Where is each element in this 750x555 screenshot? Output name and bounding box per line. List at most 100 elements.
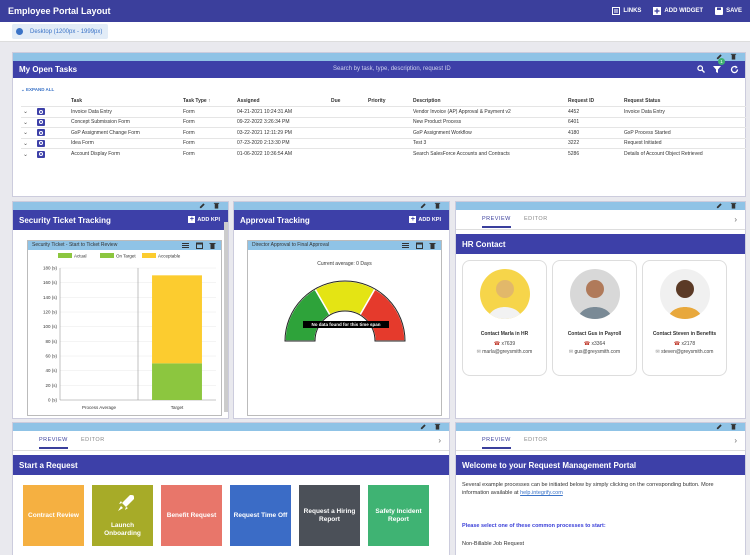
y-tick-label: 40 (s) xyxy=(45,368,57,373)
open-task-icon[interactable] xyxy=(37,108,45,116)
widget-handle[interactable] xyxy=(456,202,745,210)
widget-handle[interactable] xyxy=(13,423,449,431)
edit-icon[interactable] xyxy=(199,202,206,209)
request-tile[interactable]: Request a Hiring Report xyxy=(299,485,360,546)
add-kpi-label: ADD KPI xyxy=(197,216,220,223)
request-tile[interactable]: Launch Onboarding xyxy=(92,485,153,546)
y-tick-label: 60 (s) xyxy=(45,354,57,359)
column-header[interactable]: Due xyxy=(331,98,341,104)
task-search-input[interactable]: Search by task, type, description, reque… xyxy=(333,66,451,72)
chevron-down-icon[interactable]: ⌄ xyxy=(23,151,29,158)
links-button[interactable]: LINKS xyxy=(612,7,641,15)
expand-all-link[interactable]: ⌄ EXPAND ALL xyxy=(21,87,54,93)
approval-gauge xyxy=(284,280,406,342)
column-header[interactable]: Task xyxy=(71,98,83,104)
widget-handle[interactable] xyxy=(13,202,228,210)
request-tile[interactable]: Benefit Request xyxy=(161,485,222,546)
widget-title: My Open Tasks xyxy=(19,65,78,74)
table-cell: New Product Process xyxy=(411,116,566,128)
delete-icon[interactable] xyxy=(730,202,737,209)
column-header[interactable]: Assigned xyxy=(237,98,260,104)
search-icon[interactable] xyxy=(697,65,705,73)
app-title: Employee Portal Layout xyxy=(8,6,111,16)
delete-icon[interactable] xyxy=(434,202,441,209)
add-kpi-button[interactable]: + ADD KPI xyxy=(409,216,441,223)
contact-email[interactable]: ✉ gus@greysmith.com xyxy=(568,349,621,355)
device-selector[interactable]: Desktop (1200px - 1999px) xyxy=(12,24,109,39)
tab-editor[interactable]: EDITOR xyxy=(524,437,548,443)
tab-preview[interactable]: PREVIEW xyxy=(39,437,68,449)
calendar-icon[interactable] xyxy=(416,242,423,249)
table-cell: 3222 xyxy=(566,137,622,149)
chevron-down-icon[interactable]: ⌄ xyxy=(23,130,29,137)
column-header[interactable]: Request ID xyxy=(568,98,595,104)
list-icon[interactable] xyxy=(182,242,189,249)
request-tile[interactable]: Safety Incident Report xyxy=(368,485,429,546)
contact-email[interactable]: ✉ marla@greysmith.com xyxy=(476,349,533,355)
help-link[interactable]: help.integrify.com xyxy=(520,490,563,496)
delete-icon[interactable] xyxy=(209,242,216,249)
chevron-down-icon[interactable]: ⌄ xyxy=(23,140,29,147)
tab-editor[interactable]: EDITOR xyxy=(524,216,548,222)
open-task-icon[interactable] xyxy=(37,139,45,147)
edit-icon[interactable] xyxy=(420,423,427,430)
filter-icon[interactable] xyxy=(713,65,721,74)
security-bar-chart: Actual On Target Acceptable 0 (s) 20 (s) 40 (… xyxy=(43,253,216,410)
open-task-icon[interactable] xyxy=(37,150,45,158)
edit-icon[interactable] xyxy=(420,202,427,209)
list-icon[interactable] xyxy=(402,242,409,249)
refresh-icon[interactable] xyxy=(730,65,739,74)
contact-email[interactable]: ✉ steven@greysmith.com xyxy=(655,349,714,355)
no-data-message: No data found for this time span xyxy=(303,321,389,328)
delete-icon[interactable] xyxy=(434,423,441,430)
request-tile[interactable]: Contract Review xyxy=(23,485,84,546)
open-task-icon[interactable] xyxy=(37,118,45,126)
tab-preview[interactable]: PREVIEW xyxy=(482,437,511,449)
column-header[interactable]: Request Status xyxy=(624,98,661,104)
table-cell xyxy=(366,116,411,128)
chevron-right-icon[interactable]: › xyxy=(734,215,737,224)
add-widget-button[interactable]: ADD WIDGET xyxy=(653,7,703,15)
delete-icon[interactable] xyxy=(730,53,737,60)
chevron-right-icon[interactable]: › xyxy=(734,436,737,445)
table-cell xyxy=(366,148,411,159)
edit-icon[interactable] xyxy=(716,423,723,430)
add-kpi-label: ADD KPI xyxy=(418,216,441,223)
tab-preview[interactable]: PREVIEW xyxy=(482,216,511,228)
column-header[interactable]: Priority xyxy=(368,98,386,104)
legend-label: Actual xyxy=(74,254,87,259)
column-header[interactable]: Task Type ↑ xyxy=(183,98,211,104)
calendar-icon[interactable] xyxy=(196,242,203,249)
save-button[interactable]: SAVE xyxy=(715,7,742,15)
table-row[interactable]: ⌄ GxP Assignment Change Form Form 03-22-202… xyxy=(21,127,746,138)
delete-icon[interactable] xyxy=(429,242,436,249)
add-kpi-button[interactable]: + ADD KPI xyxy=(188,216,220,223)
save-icon xyxy=(715,7,724,15)
column-header[interactable]: Description xyxy=(413,98,441,104)
edit-icon[interactable] xyxy=(716,202,723,209)
table-row[interactable]: ⌄ Idea Form Form 07-23-2020 2:13:30 PM Test … xyxy=(21,137,746,149)
delete-icon[interactable] xyxy=(730,423,737,430)
request-tile[interactable]: Request Time Off xyxy=(230,485,291,546)
widget-handle[interactable] xyxy=(456,423,745,431)
phone-icon: ☎ xyxy=(673,341,682,347)
chevron-down-icon[interactable]: ⌄ xyxy=(23,109,29,116)
process-list-item[interactable]: Non-Billable Job Request xyxy=(462,541,525,547)
tab-editor[interactable]: EDITOR xyxy=(81,437,105,443)
delete-icon[interactable] xyxy=(213,202,220,209)
chevron-down-icon[interactable]: ⌄ xyxy=(23,119,29,126)
widget-handle[interactable] xyxy=(234,202,449,210)
save-label: SAVE xyxy=(726,8,742,14)
scrollbar[interactable] xyxy=(224,222,228,412)
table-row[interactable]: ⌄ Account Display Form Form 01-06-2022 10:3… xyxy=(21,148,746,159)
table-cell: Invoice Data Entry xyxy=(622,106,746,117)
contact-name: Contact Gus in Payroll xyxy=(567,331,622,337)
chevron-right-icon[interactable]: › xyxy=(438,436,441,445)
table-cell: 01-06-2022 10:36:54 AM xyxy=(235,148,329,159)
open-task-icon[interactable] xyxy=(37,129,45,137)
y-tick-label: 180 (s) xyxy=(43,266,58,271)
widget-handle[interactable] xyxy=(13,53,745,61)
edit-icon[interactable] xyxy=(716,53,723,60)
table-row[interactable]: ⌄ Concept Submission Form Form 09-22-2022 3… xyxy=(21,116,746,128)
table-row[interactable]: ⌄ Invoice Data Entry Form 04-21-2021 10:24:… xyxy=(21,106,746,117)
